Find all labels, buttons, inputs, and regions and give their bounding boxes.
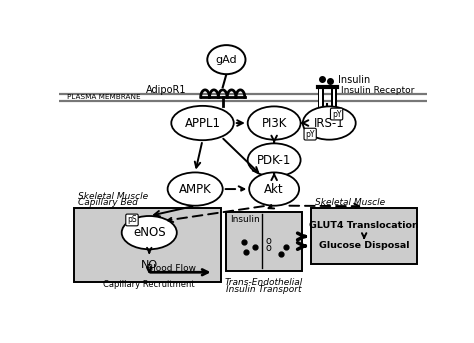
Ellipse shape [249, 173, 299, 206]
Bar [333, 87, 336, 111]
FancyArrowPatch shape [147, 248, 152, 253]
Text: Insulin: Insulin [337, 75, 370, 85]
FancyArrowPatch shape [147, 268, 152, 272]
FancyArrowPatch shape [168, 206, 264, 222]
Bar [311, 208, 418, 264]
FancyArrowPatch shape [226, 186, 244, 192]
Text: Glucose Disposal: Glucose Disposal [319, 241, 410, 250]
Text: PI3K: PI3K [262, 117, 287, 130]
Text: pS: pS [127, 215, 137, 224]
Ellipse shape [248, 143, 301, 177]
Bar [318, 87, 324, 111]
Ellipse shape [168, 173, 223, 206]
FancyArrowPatch shape [269, 204, 274, 209]
FancyArrowPatch shape [362, 233, 366, 238]
FancyArrowPatch shape [150, 270, 208, 275]
Text: pY: pY [305, 130, 315, 139]
Bar [227, 212, 301, 271]
Text: pY: pY [332, 109, 341, 119]
Bar [319, 87, 322, 111]
Bar [331, 87, 337, 111]
Text: APPL1: APPL1 [184, 117, 220, 130]
Text: eNOS: eNOS [133, 226, 165, 239]
Text: o: o [265, 236, 272, 246]
Text: PDK-1: PDK-1 [257, 154, 292, 166]
Text: Capillary Bed: Capillary Bed [78, 198, 137, 207]
Ellipse shape [171, 106, 234, 140]
Text: Akt: Akt [264, 182, 284, 196]
Text: Insulin Receptor: Insulin Receptor [341, 85, 415, 95]
Text: Insulin: Insulin [230, 215, 260, 224]
FancyArrowPatch shape [298, 233, 305, 240]
FancyArrowPatch shape [237, 120, 243, 126]
Text: Skeletal Muscle: Skeletal Muscle [78, 192, 148, 201]
Text: Capillary Recruitment: Capillary Recruitment [103, 280, 195, 289]
Ellipse shape [303, 106, 356, 140]
Text: Blood Flow: Blood Flow [147, 264, 196, 273]
Text: IRS-1: IRS-1 [314, 117, 345, 130]
Text: Insulin Transport: Insulin Transport [226, 285, 302, 294]
Text: NO: NO [141, 260, 158, 270]
Text: gAd: gAd [216, 55, 237, 64]
FancyArrowPatch shape [195, 143, 202, 168]
Text: Skeletal Muscle: Skeletal Muscle [315, 198, 385, 207]
Text: o: o [265, 244, 272, 253]
FancyArrowPatch shape [302, 120, 308, 126]
FancyArrowPatch shape [272, 174, 277, 180]
Text: Trans-Endothelial: Trans-Endothelial [225, 277, 303, 286]
FancyArrowPatch shape [290, 204, 359, 209]
Ellipse shape [207, 45, 246, 74]
Bar [74, 208, 221, 282]
FancyArrowPatch shape [223, 139, 258, 172]
Text: AdipoR1: AdipoR1 [146, 85, 186, 95]
Text: PLASMA MEMBRANE: PLASMA MEMBRANE [66, 94, 140, 100]
Text: AMPK: AMPK [179, 182, 211, 196]
FancyArrowPatch shape [154, 206, 192, 216]
Text: GLUT4 Translocation: GLUT4 Translocation [309, 221, 419, 230]
Ellipse shape [248, 106, 301, 140]
FancyArrowPatch shape [298, 243, 305, 249]
FancyArrowPatch shape [272, 135, 277, 143]
Ellipse shape [122, 216, 177, 249]
